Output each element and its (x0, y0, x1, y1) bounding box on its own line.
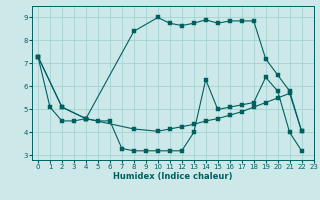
X-axis label: Humidex (Indice chaleur): Humidex (Indice chaleur) (113, 172, 233, 181)
